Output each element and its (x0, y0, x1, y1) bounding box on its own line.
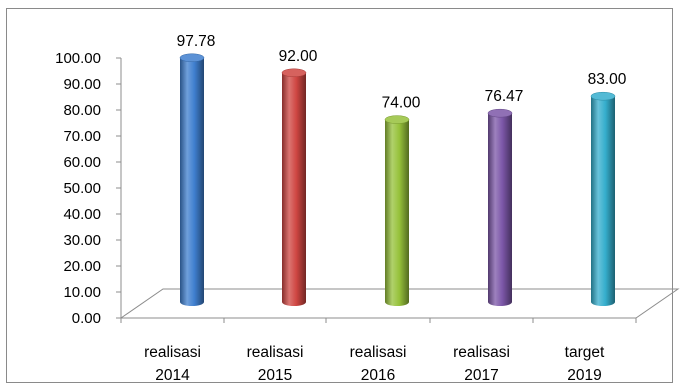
bar-top (590, 91, 616, 101)
category-label: realisasi (350, 344, 407, 361)
y-tick-label: 50.00 (63, 180, 101, 197)
category-label: realisasi (144, 344, 201, 361)
bar-0 (179, 53, 205, 306)
category-label: target (565, 344, 605, 361)
bar-top (179, 53, 205, 63)
category-label: 2014 (155, 367, 190, 384)
value-label: 83.00 (588, 71, 627, 88)
bar-body (488, 113, 512, 306)
y-tick-label: 40.00 (63, 206, 101, 223)
bar-2 (384, 115, 410, 306)
bar-body (385, 119, 409, 306)
y-tick-label: 100.00 (55, 50, 101, 67)
bars-layer (179, 53, 616, 306)
bar-3 (487, 108, 513, 306)
y-tick-label: 80.00 (63, 102, 101, 119)
category-label: 2015 (258, 367, 292, 384)
value-label: 74.00 (382, 95, 421, 112)
y-tick-label: 90.00 (63, 76, 101, 93)
bar-body (591, 96, 615, 306)
bar-1 (281, 68, 307, 306)
y-tick-label: 0.00 (72, 310, 101, 327)
y-tick-label: 60.00 (63, 154, 101, 171)
value-label: 92.00 (279, 48, 318, 65)
labels-layer: 0.00 10.00 20.00 30.00 40.00 50.00 60.00 70.00 8… (55, 33, 627, 384)
y-tick-label: 30.00 (63, 232, 101, 249)
bar-top (384, 115, 410, 124)
category-label: 2016 (361, 367, 395, 384)
chart-floor (120, 288, 680, 319)
y-tick-label: 10.00 (63, 284, 101, 301)
axes-layer (116, 57, 680, 323)
bar-4 (590, 91, 616, 306)
category-label: 2017 (464, 367, 498, 384)
chart-frame (6, 8, 673, 383)
category-label: 2019 (567, 367, 601, 384)
bar-top (487, 108, 513, 118)
y-tick-label: 20.00 (63, 258, 101, 275)
bar-body (282, 72, 306, 306)
bar-top (281, 68, 307, 78)
value-label: 76.47 (485, 88, 524, 105)
value-label: 97.78 (177, 33, 216, 50)
category-label: realisasi (453, 344, 510, 361)
y-tick-label: 70.00 (63, 128, 101, 145)
category-label: realisasi (247, 344, 304, 361)
bar-body (180, 57, 204, 306)
